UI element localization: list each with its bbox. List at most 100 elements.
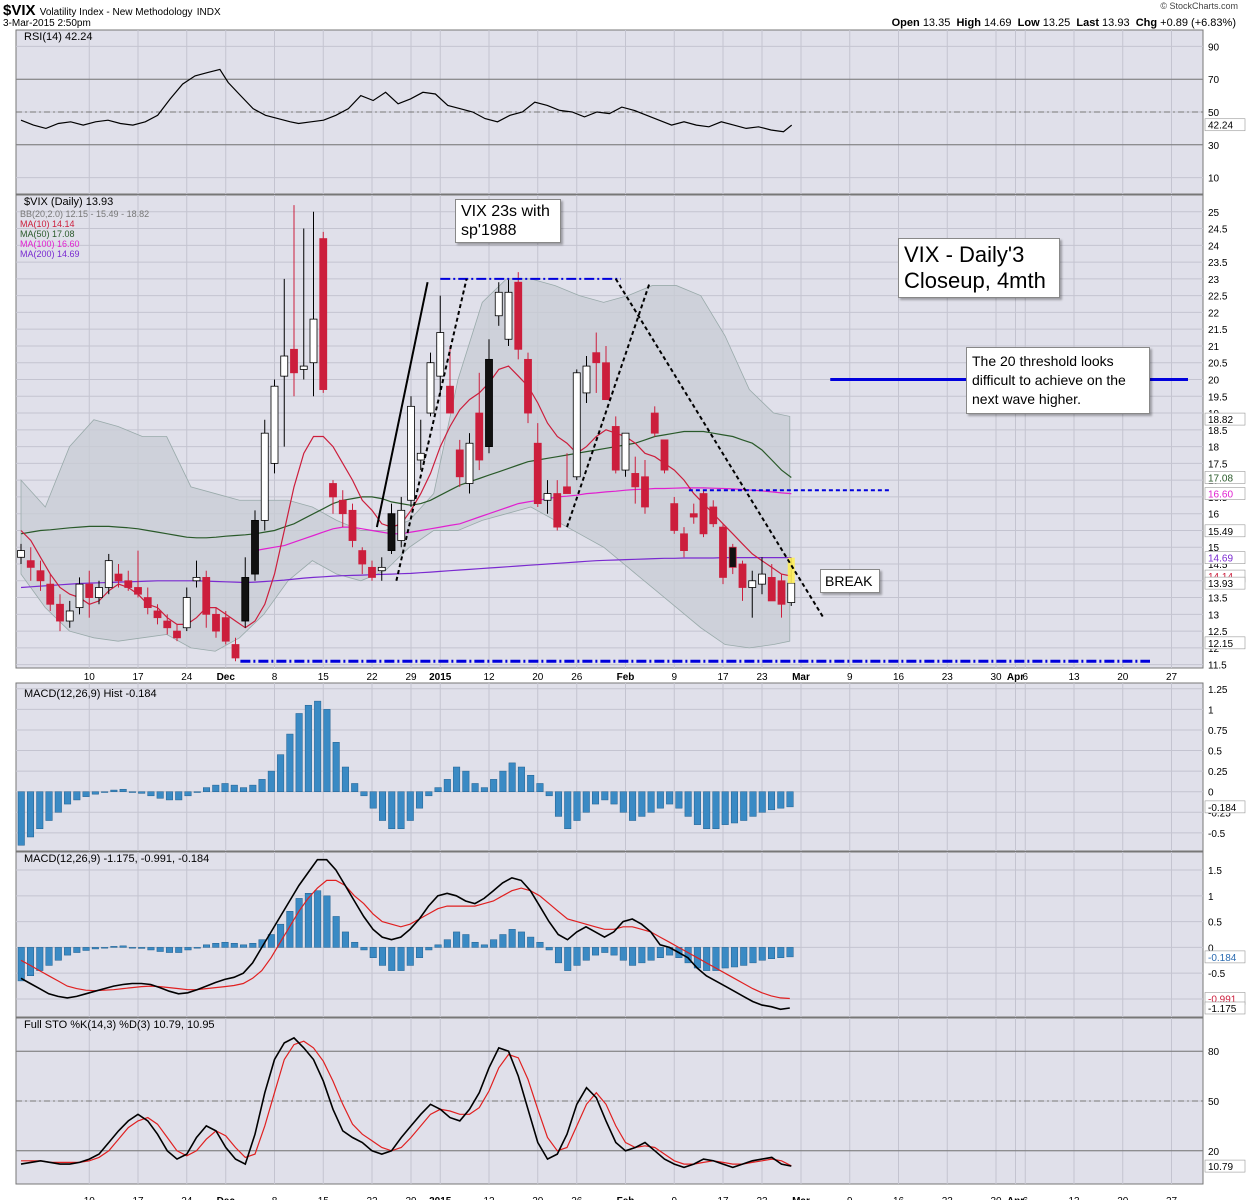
candle-body: [182, 597, 191, 629]
candle-body: [446, 385, 454, 414]
price-right-label: 13.93: [1208, 579, 1233, 590]
macd-panel-hist-bar: [508, 929, 516, 948]
open-label: Open: [891, 17, 920, 29]
candle-body: [56, 603, 64, 622]
macd-hist-bar: [119, 788, 127, 792]
candle-body: [641, 476, 649, 508]
candle-body: [650, 412, 659, 434]
candle-body: [787, 582, 796, 603]
macd-hist-bar: [758, 791, 766, 813]
ma50-line: [20, 430, 792, 539]
macd-hist-bar: [471, 783, 479, 792]
x-tick-label: 2015: [429, 672, 452, 683]
bollinger-band: [20, 278, 791, 652]
y-tick-label: 14.5: [1208, 560, 1228, 571]
macd-hist-bar: [462, 770, 470, 792]
low-label: Low: [1017, 17, 1040, 29]
macd-hist-bar: [730, 791, 738, 824]
candle-body: [173, 630, 181, 639]
y-tick-label: 21.5: [1208, 325, 1228, 336]
y-tick-label: 0.75: [1208, 726, 1228, 737]
candle-body: [251, 519, 259, 575]
macd-panel-hist-bar: [712, 947, 720, 971]
x-tick-label: Feb: [617, 672, 635, 683]
candle-body: [36, 570, 45, 582]
high-label: High: [956, 17, 981, 29]
macd-hist-bar: [499, 770, 507, 792]
candle-body: [631, 473, 640, 488]
macd-panel-hist-bar: [564, 947, 572, 971]
x-tick-label: 20: [532, 672, 544, 683]
x-tick-label: 8: [272, 1196, 278, 1200]
x-tick-label: 27: [1166, 1196, 1178, 1200]
x-tick-label: Mar: [792, 672, 810, 683]
macd-hist-bar: [397, 791, 405, 830]
macd-panel-hist-bar: [184, 947, 192, 951]
chg-value: +0.89 (+6.83%): [1160, 17, 1236, 29]
candle-body: [709, 506, 718, 525]
price-right-label: 12.15: [1208, 639, 1233, 650]
candle-body: [231, 644, 240, 659]
macd-panel-hist-bar: [647, 947, 655, 961]
high-value: 14.69: [983, 17, 1012, 29]
macd-signal-line: [20, 879, 790, 1000]
candle-body: [290, 348, 298, 374]
macd-hist-bar: [212, 784, 220, 792]
x-tick-label: 15: [318, 672, 330, 683]
candle-body: [46, 583, 55, 605]
threshold-line1: The 20 threshold looks: [972, 353, 1114, 369]
sto-k-line: [20, 1036, 792, 1169]
x-tick-label: 16: [893, 1196, 905, 1200]
candle-body: [689, 513, 698, 518]
macd-panel-hist-bar: [341, 931, 349, 948]
candle-body: [407, 405, 415, 501]
x-tick-label: 17: [717, 1196, 729, 1200]
macd-hist-bar: [666, 791, 674, 805]
macd-panel-hist-bar: [517, 931, 525, 948]
macd-hist-bar: [91, 791, 99, 795]
macd-panel-hist-bar: [304, 893, 312, 948]
macd-panel-hist-bar: [768, 947, 776, 959]
candle-body: [26, 560, 35, 568]
y-tick-label: 22.5: [1208, 292, 1228, 303]
macd-right-label-box: [1204, 950, 1246, 964]
macd-hist-bar: [582, 791, 590, 813]
macd-hist-bar: [341, 766, 349, 792]
candle-body: [602, 362, 610, 401]
macd-panel-hist-bar: [369, 947, 377, 958]
macd-panel-hist-bar: [610, 947, 618, 956]
macd-hist-bar: [323, 709, 331, 792]
candle-body: [436, 332, 445, 377]
macd-hist-bar: [184, 791, 192, 797]
macd-hist-bar: [101, 791, 109, 793]
macd-panel-hist-bar: [17, 947, 25, 982]
y-tick-label: 0.25: [1208, 767, 1228, 778]
x-tick-label: Mar: [792, 1196, 810, 1200]
macd-hist-bar: [721, 791, 729, 825]
macd-panel-hist-bar: [601, 947, 609, 953]
candle-body: [680, 533, 688, 551]
y-tick-label: 10: [1208, 174, 1220, 185]
macd-panel-hist-bar: [721, 947, 729, 969]
candle-body: [767, 577, 776, 602]
macd-panel-hist-bar: [110, 946, 118, 948]
legend-ma50: MA(50) 17.08: [20, 229, 75, 239]
macd-panel-hist-bar: [777, 947, 785, 958]
macd-right-label: -0.991: [1208, 994, 1237, 1005]
macd-panel-hist-bar: [64, 947, 72, 956]
price-title: $VIX (Daily) 13.93: [24, 196, 114, 208]
candle-body: [221, 617, 230, 642]
macd-panel-hist-bar: [443, 939, 451, 948]
macd-hist-bar: [675, 791, 683, 809]
macd-hist-bar: [647, 791, 655, 813]
macd-panel-hist-bar: [730, 947, 738, 968]
candle-body: [738, 563, 747, 588]
macd-panel-hist-bar: [582, 947, 590, 961]
macd-hist-bar: [73, 791, 81, 801]
macd-panel-hist-bar: [277, 923, 285, 948]
macd-panel-hist-bar: [360, 947, 368, 951]
macd-hist-bar: [777, 791, 785, 809]
y-tick-label: 50: [1208, 1097, 1220, 1108]
threshold-line3: next wave higher.: [972, 391, 1081, 407]
